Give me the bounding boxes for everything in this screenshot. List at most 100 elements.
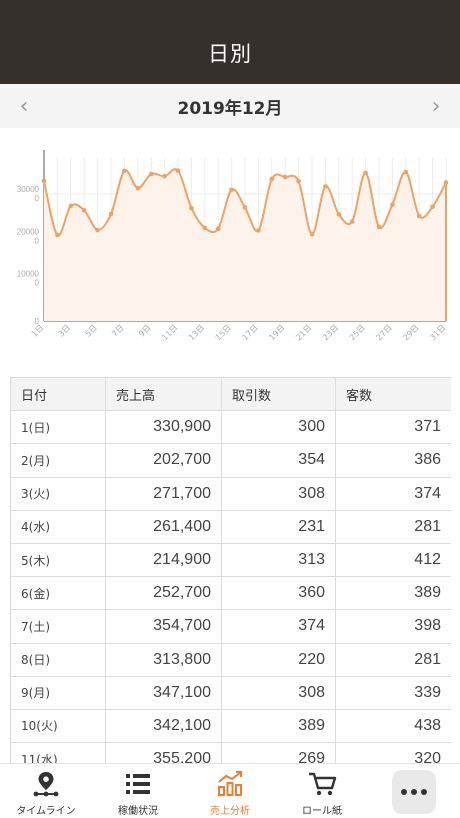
data-point[interactable] [430,204,435,209]
daily-table-container[interactable]: 日付 売上高 取引数 客数 1(日) 330,900 300 371 2(月) 202,7… [10,377,451,763]
y-tick-label: 30000 0 [17,185,40,203]
cell-sales: 354,700 [105,609,222,644]
data-point[interactable] [189,205,194,211]
tab-sales-analysis-label: 売上分析 [210,806,250,817]
data-point[interactable] [282,174,288,180]
page-title: 日別 [208,42,252,66]
data-point[interactable] [296,178,301,184]
data-point[interactable] [416,213,422,219]
data-point[interactable] [443,180,449,185]
cell-date: 6(金) [10,576,106,611]
data-point[interactable] [95,227,100,233]
data-point[interactable] [256,228,261,233]
table-row[interactable]: 6(金) 252,700 360 389 [10,576,451,611]
y-tick-label: 10000 0 [17,270,40,288]
data-point[interactable] [336,212,342,217]
cell-transactions: 360 [221,576,336,611]
more-menu [368,764,460,818]
data-point[interactable] [215,226,221,232]
data-point[interactable] [68,203,74,209]
cell-sales: 252,700 [105,576,222,611]
table-row[interactable]: 8(日) 313,800 220 281 [10,642,451,677]
data-point[interactable] [41,178,47,184]
location-pin-icon [31,770,61,798]
series-area [44,169,446,321]
cell-customers: 339 [335,675,451,710]
cell-customers: 374 [335,476,451,511]
prev-month-button[interactable]: ‹ [19,93,29,119]
cell-sales: 202,700 [105,443,222,478]
table-row[interactable]: 2(月) 202,700 354 386 [10,443,451,478]
data-point[interactable] [390,202,395,207]
table-row[interactable]: 5(木) 214,900 313 412 [10,542,451,578]
y-tick-label: 20000 0 [17,227,40,245]
x-tick-label: 23日 [321,323,340,342]
data-point[interactable] [108,211,114,217]
tab-roll-paper[interactable]: ロール紙 [276,764,368,818]
tab-sales-analysis[interactable]: 売上分析 [184,764,276,818]
data-point[interactable] [135,185,141,191]
data-point[interactable] [323,184,328,189]
table-row[interactable]: 3(火) 271,700 308 374 [10,476,451,511]
x-tick-label: 17日 [241,323,260,342]
cell-date: 9(月) [10,675,106,710]
x-tick-label: 19日 [267,323,286,342]
cell-customers: 412 [335,542,451,578]
x-tick-label: 27日 [375,323,394,342]
cell-customers: 386 [335,443,451,478]
cell-date: 3(火) [10,476,106,511]
more-button[interactable] [392,769,436,814]
cell-transactions: 269 [221,742,336,763]
data-point[interactable] [122,168,127,174]
data-point[interactable] [269,176,275,182]
cell-sales: 214,900 [105,542,222,578]
cell-transactions: 300 [221,410,336,445]
daily-sales-chart: 30000 0 20000 0 10000 0 0 1日 3日 5日 7日 9日 11日 13日 15日 17… [0,140,460,360]
y-tick-label: 0 [35,317,40,326]
col-header-transactions: 取引数 [221,377,336,412]
data-point[interactable] [403,169,409,175]
next-month-button[interactable]: › [431,93,441,119]
data-point[interactable] [81,208,87,213]
table-row[interactable]: 7(土) 354,700 374 398 [10,609,451,644]
cell-customers: 281 [335,509,451,544]
data-point[interactable] [202,225,208,231]
col-header-customers: 客数 [335,377,451,412]
x-tick-label: 7日 [110,323,126,339]
cell-transactions: 220 [221,642,336,677]
x-tick-label: 3日 [57,323,73,339]
data-point[interactable] [242,205,248,210]
table-row[interactable]: 4(水) 261,400 231 281 [10,509,451,544]
tab-timeline[interactable]: タイムライン [0,764,92,818]
x-tick-label: 25日 [348,323,367,342]
data-point[interactable] [309,231,315,237]
cell-date: 4(水) [10,509,106,544]
data-point[interactable] [376,224,382,230]
tab-operation-status[interactable]: 稼働状況 [92,764,184,818]
cart-icon [307,770,337,798]
cell-customers: 371 [335,410,451,445]
data-point[interactable] [349,219,355,224]
cell-sales: 342,100 [105,708,222,744]
cell-date: 5(木) [10,542,106,578]
table-row[interactable]: 11(水) 355,200 269 320 [10,742,451,763]
data-point[interactable] [55,232,60,238]
bottom-tab-bar: タイムライン 稼働状況 売上分析 [0,763,460,818]
data-point[interactable] [229,187,234,193]
data-point[interactable] [175,168,181,173]
cell-transactions: 374 [221,609,336,644]
table-row[interactable]: 1(日) 330,900 300 371 [10,410,451,445]
cell-customers: 281 [335,642,451,677]
data-point[interactable] [363,170,368,176]
table-row[interactable]: 10(火) 342,100 389 438 [10,708,451,744]
data-point[interactable] [162,173,167,179]
table-row[interactable]: 9(月) 347,100 308 339 [10,675,451,710]
data-point[interactable] [148,171,154,177]
cell-transactions: 389 [221,708,336,744]
cell-customers: 438 [335,708,451,744]
cell-transactions: 308 [221,675,336,710]
cell-date: 11(水) [10,742,106,763]
cell-sales: 330,900 [105,410,222,445]
x-tick-label: 5日 [83,323,99,339]
x-tick-label: 1日 [30,323,46,339]
